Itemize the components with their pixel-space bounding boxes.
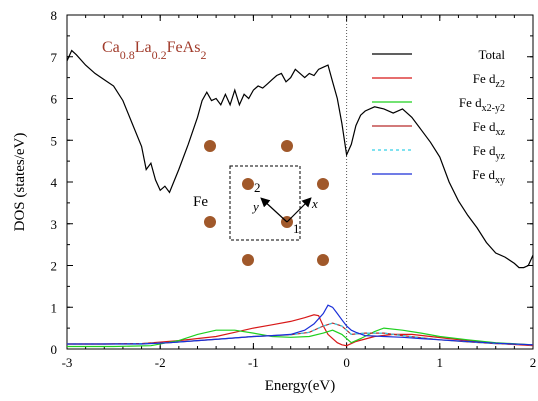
y-tick-label: 8 <box>51 8 58 23</box>
legend: Total Fe dz2 Fe dx2-y2 Fe dxz Fe dyz Fe dxy <box>372 47 506 186</box>
series-lines <box>66 49 534 348</box>
x-tick-label: 0 <box>343 355 350 370</box>
x-direction-label: x <box>311 196 318 211</box>
y-tick-label: 7 <box>51 50 58 65</box>
x-tick-label: -2 <box>155 355 166 370</box>
series-line <box>66 49 534 269</box>
series-line <box>67 327 534 348</box>
series-line <box>67 304 534 346</box>
y-tick-label: 1 <box>51 300 58 315</box>
legend-label: Fe dyz <box>473 143 506 162</box>
series-line <box>67 314 534 347</box>
y-tick-label: 5 <box>51 133 58 148</box>
y-axis-label: DOS (states/eV) <box>12 133 28 232</box>
y-tick-label: 4 <box>51 175 58 190</box>
legend-label: Fe dxz <box>473 119 506 138</box>
x-tick-label: 1 <box>437 355 444 370</box>
fe-atom <box>242 178 254 190</box>
legend-label: Fe dxy <box>472 167 505 186</box>
unit-cell-box <box>229 165 301 241</box>
y-tick-label: 2 <box>51 259 58 274</box>
legend-label: Fe dz2 <box>473 71 505 90</box>
fe-atom <box>281 140 293 152</box>
y-tick-label: 3 <box>51 217 58 232</box>
x-tick-label: -1 <box>248 355 259 370</box>
plot-area: -3 -2 -1 0 1 2 0 1 2 3 4 5 6 7 8 Ca0.8La0.2FeAs2 Fe 2 1 y x… <box>51 8 537 370</box>
y-axis-arrow <box>260 197 288 223</box>
axis-ticks: -3 -2 -1 0 1 2 0 1 2 3 4 5 6 7 8 <box>51 8 537 370</box>
fe-atom <box>242 254 254 266</box>
legend-label: Total <box>478 47 505 62</box>
x-axis-label: Energy(eV) <box>265 378 336 394</box>
y-tick-label: 6 <box>51 92 58 107</box>
x-axis-arrow <box>286 197 312 223</box>
y-direction-label: y <box>251 199 259 214</box>
x-tick-label: 2 <box>530 355 537 370</box>
fe-atom <box>317 254 329 266</box>
fe-atom <box>204 140 216 152</box>
site-1-label: 1 <box>293 221 300 236</box>
x-tick-label: -3 <box>62 355 73 370</box>
y-tick-label: 0 <box>51 342 58 357</box>
site-2-label: 2 <box>254 180 261 195</box>
fe-atom <box>204 216 216 228</box>
fe-label: Fe <box>193 194 208 210</box>
compound-formula: Ca0.8La0.2FeAs2 <box>102 39 206 62</box>
fe-atom <box>317 178 329 190</box>
legend-label: Fe dx2-y2 <box>459 95 505 114</box>
lattice-inset: Ca0.8La0.2FeAs2 Fe 2 1 y x <box>102 39 329 266</box>
